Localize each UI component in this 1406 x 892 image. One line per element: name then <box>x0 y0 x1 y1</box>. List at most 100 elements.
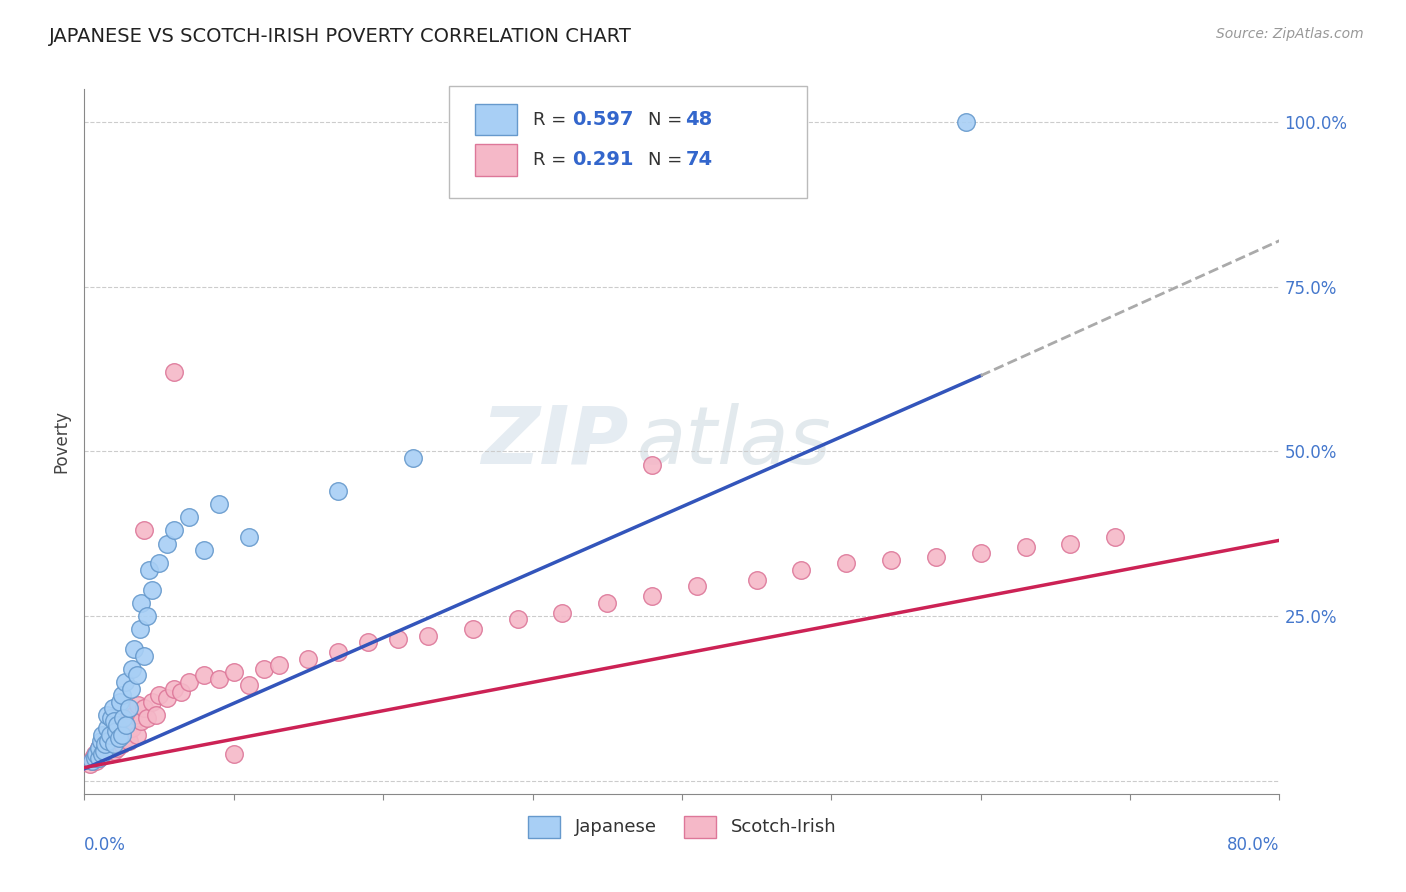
Point <box>1014 540 1036 554</box>
Point <box>177 674 200 689</box>
Text: N =: N = <box>648 151 689 169</box>
Point <box>118 734 141 748</box>
Point <box>112 717 135 731</box>
Point <box>177 510 200 524</box>
Point <box>93 744 115 758</box>
Point <box>118 701 141 715</box>
Point <box>122 642 145 657</box>
Point <box>155 536 177 550</box>
Point <box>128 622 150 636</box>
Text: 74: 74 <box>686 150 713 169</box>
Point <box>91 728 114 742</box>
Point <box>955 115 977 129</box>
Point <box>91 747 114 762</box>
Point <box>132 524 156 538</box>
Point <box>86 754 108 768</box>
Point <box>120 681 142 696</box>
Point <box>98 747 121 762</box>
Point <box>105 717 128 731</box>
Point <box>641 590 664 604</box>
Point <box>86 747 108 762</box>
Point <box>89 740 111 755</box>
Point <box>129 596 152 610</box>
Point <box>94 738 117 752</box>
Point <box>98 728 121 742</box>
Point <box>91 738 114 752</box>
Point <box>111 688 134 702</box>
Point <box>402 450 425 465</box>
Point <box>122 707 145 722</box>
Point <box>100 728 122 742</box>
Text: ZIP: ZIP <box>481 402 628 481</box>
Point <box>297 652 319 666</box>
Legend: Japanese, Scotch-Irish: Japanese, Scotch-Irish <box>520 808 844 845</box>
Point <box>83 750 105 764</box>
Point <box>141 695 163 709</box>
Point <box>103 724 125 739</box>
Point <box>111 728 134 742</box>
Point <box>138 563 160 577</box>
Point <box>82 750 104 764</box>
Point <box>101 701 124 715</box>
Point <box>127 698 149 712</box>
Point <box>80 754 103 768</box>
Point <box>222 665 245 679</box>
Point <box>141 582 163 597</box>
Point <box>506 612 529 626</box>
Point <box>222 747 245 762</box>
Point <box>103 714 125 729</box>
Point <box>120 711 142 725</box>
Text: N =: N = <box>648 111 689 128</box>
Point <box>1059 536 1081 550</box>
Point <box>835 557 858 571</box>
Point <box>104 724 127 739</box>
Point <box>93 744 115 758</box>
Point <box>125 728 148 742</box>
Point <box>117 724 139 739</box>
Point <box>148 688 170 702</box>
Point <box>357 635 380 649</box>
Text: R =: R = <box>533 151 571 169</box>
Bar <box>475 144 517 176</box>
Point <box>880 553 903 567</box>
Point <box>115 717 138 731</box>
Point <box>596 596 619 610</box>
Bar <box>475 103 517 136</box>
Point <box>461 622 484 636</box>
Point <box>112 711 135 725</box>
Point <box>170 685 193 699</box>
Text: 0.597: 0.597 <box>572 110 633 129</box>
Point <box>90 734 112 748</box>
Point <box>238 678 260 692</box>
Point <box>87 744 110 758</box>
Point <box>208 497 231 511</box>
FancyBboxPatch shape <box>449 86 807 198</box>
Point <box>101 738 124 752</box>
Point <box>114 674 136 689</box>
Point <box>125 668 148 682</box>
Point <box>121 662 143 676</box>
Text: JAPANESE VS SCOTCH-IRISH POVERTY CORRELATION CHART: JAPANESE VS SCOTCH-IRISH POVERTY CORRELA… <box>49 27 633 45</box>
Point <box>96 721 118 735</box>
Point <box>132 648 156 663</box>
Text: R =: R = <box>533 111 571 128</box>
Point <box>104 734 127 748</box>
Point <box>111 738 134 752</box>
Point <box>103 744 125 758</box>
Point <box>105 740 128 755</box>
Point <box>267 658 290 673</box>
Point <box>97 734 120 748</box>
Text: Source: ZipAtlas.com: Source: ZipAtlas.com <box>1216 27 1364 41</box>
Point <box>686 579 709 593</box>
Point <box>80 754 103 768</box>
Point <box>416 629 439 643</box>
Point <box>107 731 129 745</box>
Point <box>96 707 118 722</box>
Point <box>136 609 159 624</box>
Point <box>148 557 170 571</box>
Point <box>163 524 186 538</box>
Point <box>163 365 186 379</box>
Point <box>208 672 231 686</box>
Text: 80.0%: 80.0% <box>1227 836 1279 855</box>
Point <box>114 731 136 745</box>
